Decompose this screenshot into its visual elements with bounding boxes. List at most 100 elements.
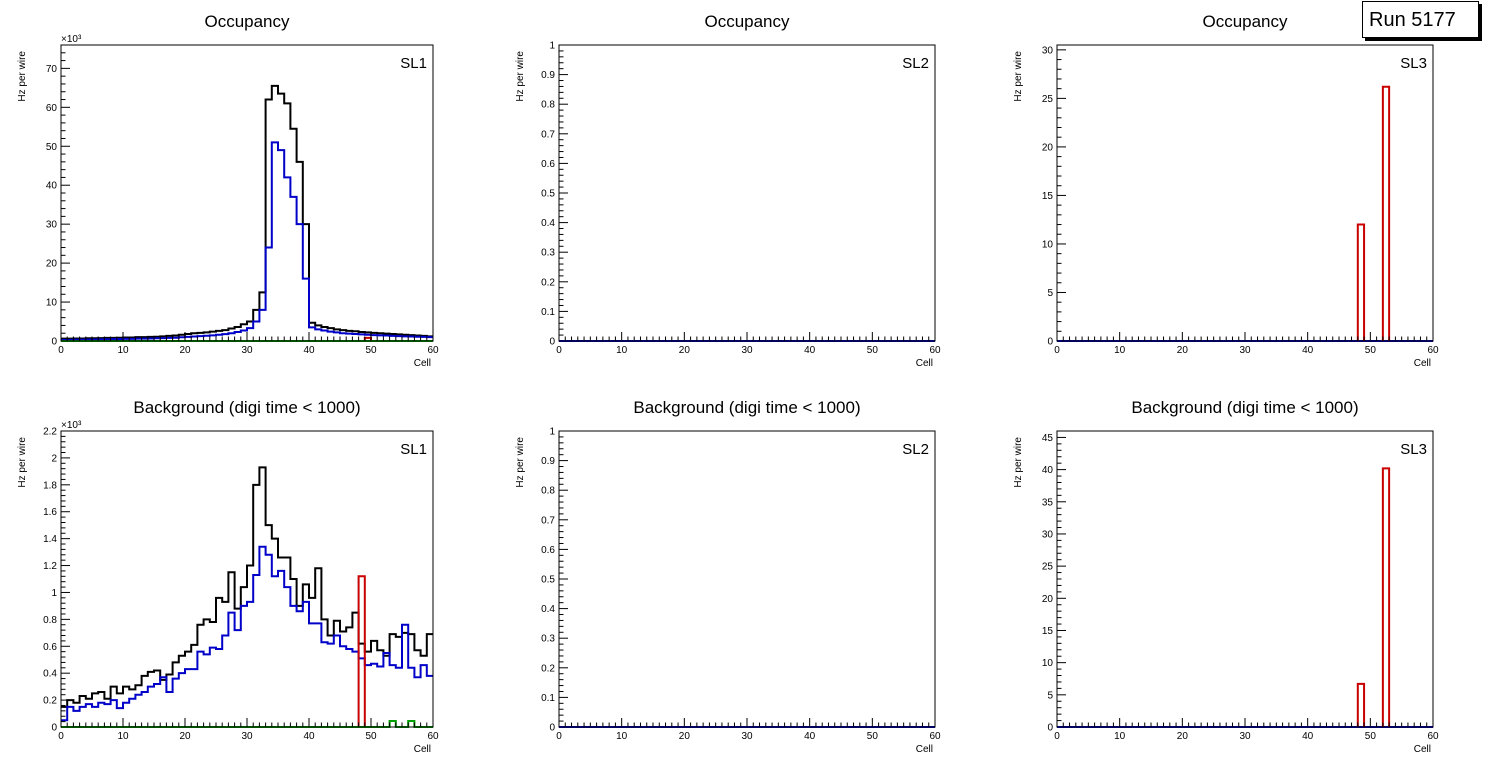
x-tick-label: 60 [929,731,941,742]
plot-frame [1056,44,1434,342]
superlayer-label: SL3 [1400,55,1427,72]
y-axis-label: Hz per wire [17,51,28,102]
y-tick-label: 20 [1042,142,1054,153]
x-tick-label: 50 [365,345,377,356]
chart-title: Background (digi time < 1000) [1131,398,1358,417]
x-tick-label: 50 [365,731,377,742]
run-label: Run 5177 [1369,9,1456,31]
y-tick-label: 30 [1042,45,1054,56]
y-axis-label: Hz per wire [1013,51,1024,102]
x-tick-label: 10 [616,731,628,742]
y-tick-label: 0.3 [541,248,555,259]
y-tick-label: 45 [1042,433,1054,444]
y-tick-label: 15 [1042,626,1054,637]
series-black [61,84,433,340]
y-tick-label: 5 [1047,690,1053,701]
x-tick-label: 0 [1054,345,1060,356]
y-tick-label: 10 [46,298,58,309]
chart-title: Background (digi time < 1000) [133,398,360,417]
y-tick-label: 0.4 [43,669,57,680]
y-tick-label: 0.2 [541,277,555,288]
y-tick-label: 0.5 [541,575,555,586]
y-tick-label: 1 [549,41,555,52]
y-tick-label: 0.5 [541,189,555,200]
x-tick-label: 30 [241,345,253,356]
x-axis-label: Cell [414,358,431,369]
x-tick-label: 0 [556,345,562,356]
chart-title: Occupancy [704,12,790,31]
y-tick-label: 1.8 [43,480,57,491]
y-tick-label: 0.9 [541,70,555,81]
x-tick-label: 10 [1114,345,1126,356]
y-tick-label: 25 [1042,562,1054,573]
y-tick-label: 0 [1047,723,1053,734]
x-tick-label: 20 [179,731,191,742]
y-tick-label: 0.4 [541,218,555,229]
chart-title: Background (digi time < 1000) [633,398,860,417]
y-tick-label: 0.1 [541,693,555,704]
y-multiplier: ×10³ [61,34,82,45]
y-tick-label: 0.3 [541,634,555,645]
x-tick-label: 40 [303,731,315,742]
y-axis-label: Hz per wire [1013,437,1024,488]
y-tick-label: 0 [549,337,555,348]
y-tick-label: 2.2 [43,427,57,438]
y-axis-label: Hz per wire [515,51,526,102]
x-tick-label: 50 [867,345,879,356]
y-tick-label: 0 [549,723,555,734]
chart-panel-1: Occupancy 0 10 20 30 40 50 60 0 10 20 30 40 50 60 70 Cel… [17,12,439,369]
superlayer-label: SL2 [902,441,929,458]
y-tick-label: 0.7 [541,129,555,140]
y-tick-label: 0.6 [541,159,555,170]
y-tick-label: 35 [1042,497,1054,508]
y-tick-label: 1 [549,427,555,438]
x-tick-label: 60 [1427,731,1439,742]
chart-panel-6: Background (digi time < 1000)0 10 20 30 40 50… [1013,398,1439,755]
series-red [1356,467,1391,727]
y-tick-label: 25 [1042,94,1054,105]
y-tick-label: 0.8 [541,486,555,497]
y-tick-label: 0 [51,723,57,734]
y-tick-label: 0.1 [541,307,555,318]
chart-panel-5: Background (digi time < 1000)0 10 20 30 40 50… [515,398,941,755]
series-red [1356,85,1391,341]
x-tick-label: 30 [741,345,753,356]
y-axis-label: Hz per wire [17,437,28,488]
x-tick-label: 40 [804,731,816,742]
y-tick-label: 20 [46,259,58,270]
x-tick-label: 0 [556,731,562,742]
y-tick-label: 5 [1047,288,1053,299]
y-tick-label: 15 [1042,191,1054,202]
y-tick-label: 0.2 [541,663,555,674]
x-tick-label: 0 [1054,731,1060,742]
x-tick-label: 60 [427,731,439,742]
y-tick-label: 0 [1047,337,1053,348]
superlayer-label: SL1 [400,55,427,72]
x-tick-label: 30 [1239,731,1251,742]
plot-frame [558,44,936,342]
x-tick-label: 20 [179,345,191,356]
superlayer-label: SL1 [400,441,427,458]
y-tick-label: 10 [1042,239,1054,250]
x-tick-label: 50 [1365,345,1377,356]
y-tick-label: 30 [1042,529,1054,540]
x-tick-label: 10 [1114,731,1126,742]
y-tick-label: 2 [51,453,57,464]
y-tick-label: 1 [51,588,57,599]
chart-panel-2: Occupancy 0 10 20 30 40 50 60 0 0.1 0.2 0.3 0.4 0.5 0.… [515,12,941,369]
series-red [357,575,366,727]
x-tick-label: 30 [1239,345,1251,356]
y-tick-label: 0.7 [541,515,555,526]
x-tick-label: 10 [117,345,129,356]
x-tick-label: 0 [58,345,64,356]
series-blue [61,141,433,341]
x-tick-label: 40 [303,345,315,356]
x-tick-label: 30 [241,731,253,742]
x-axis-label: Cell [916,744,933,755]
x-tick-label: 30 [741,731,753,742]
y-tick-label: 1.4 [43,534,57,545]
chart-panel-3: Occupancy 0 10 20 30 40 50 60 0 5 10 15 20 25 30 Cell Hz… [1013,12,1439,369]
x-tick-label: 0 [58,731,64,742]
superlayer-label: SL2 [902,55,929,72]
